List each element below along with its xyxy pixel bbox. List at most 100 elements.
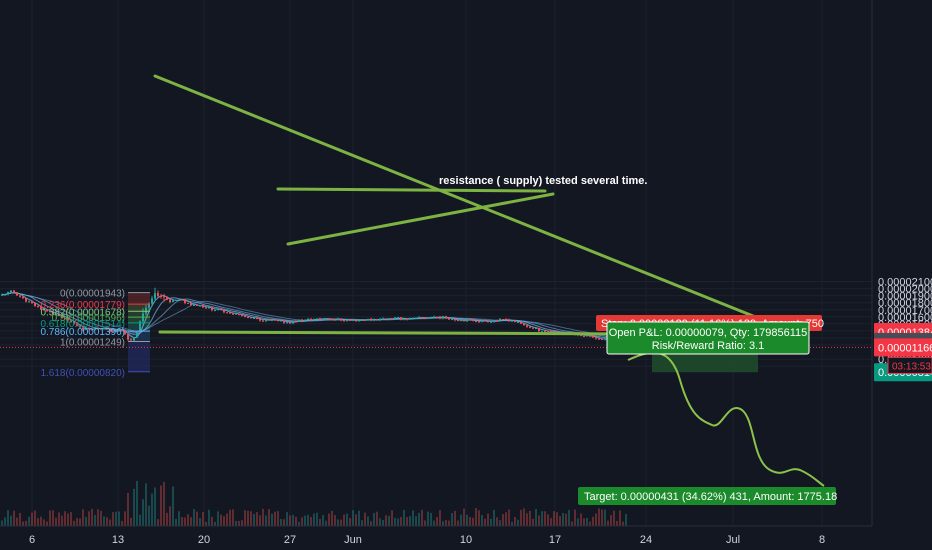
candle-body [304, 319, 306, 321]
candle-body [325, 318, 327, 320]
volume-bar [154, 487, 156, 526]
candle-body [139, 321, 141, 332]
annotation-text[interactable]: resistance ( supply) tested several time… [439, 175, 647, 187]
volume-bar [187, 514, 189, 526]
volume-bar [514, 517, 516, 526]
candle-body [322, 318, 324, 320]
candle-body [388, 318, 390, 320]
candle-body [529, 326, 531, 328]
time-tick-label[interactable]: 27 [284, 534, 296, 546]
volume-bar [559, 516, 561, 526]
volume-bar [433, 520, 435, 526]
time-tick-label[interactable]: 10 [460, 534, 472, 546]
volume-bar [472, 517, 474, 526]
time-tick-label[interactable]: Jul [726, 534, 740, 546]
fib-level-label: 1.618(0.00000820) [40, 368, 125, 379]
volume-bar [394, 517, 396, 526]
candle-body [598, 338, 600, 340]
volume-bar [76, 518, 78, 526]
candle-body [118, 330, 120, 332]
volume-bar [7, 510, 9, 526]
volume-bar [454, 510, 456, 526]
volume-bar [352, 510, 354, 526]
volume-bar [52, 510, 54, 526]
volume-bar [388, 515, 390, 526]
volume-bar [403, 509, 405, 526]
time-tick-label[interactable]: 24 [640, 534, 652, 546]
time-tick-label[interactable]: 17 [549, 534, 561, 546]
volume-bar [508, 509, 510, 526]
candle-body [13, 290, 15, 293]
candle-body [169, 299, 171, 303]
price-tick-label[interactable]: 0.00001800 [878, 298, 932, 310]
time-tick-label[interactable]: 8 [819, 534, 825, 546]
volume-bar [22, 521, 24, 526]
price-tick-label[interactable]: 0.00002100 [878, 277, 932, 289]
price-tick-label[interactable]: 0.00001700 [878, 305, 932, 317]
candle-body [469, 319, 471, 321]
candle-body [241, 314, 243, 316]
volume-bar [412, 510, 414, 526]
trade-labels[interactable]: Stop: 0.00000139 (11.16%) 139, Amount: 7… [578, 315, 837, 505]
volume-bar [172, 486, 174, 526]
price-label[interactable]: 0.00001166 [878, 342, 932, 354]
volume-bar [553, 511, 555, 526]
candle-body [271, 319, 273, 321]
candle-body [391, 318, 393, 320]
candle-body [4, 294, 6, 296]
time-tick-label[interactable]: Jun [344, 534, 362, 546]
candle-body [355, 319, 357, 321]
volume-bar [19, 512, 21, 526]
candle-body [97, 327, 99, 329]
trendline-drawings[interactable] [153, 74, 760, 336]
risk-reward-label[interactable]: Risk/Reward Ratio: 3.1 [652, 340, 765, 352]
fib-zone [128, 311, 150, 318]
volume-bar [46, 521, 48, 526]
volume-bar [529, 510, 531, 526]
volume-bar [238, 520, 240, 526]
volume-bar [322, 515, 324, 526]
volume-bar [340, 519, 342, 526]
volume-bar [574, 509, 576, 526]
candle-body [154, 293, 156, 299]
volume-bar [418, 512, 420, 526]
price-tick-label[interactable]: 0.00001900 [878, 291, 932, 303]
time-tick-label[interactable]: 13 [112, 534, 124, 546]
volume-bar [250, 511, 252, 526]
candle-body [106, 328, 108, 330]
trendline[interactable] [153, 74, 760, 320]
candle-body [535, 327, 537, 329]
candle-body [481, 320, 483, 322]
candle-body [541, 330, 543, 332]
time-tick-label[interactable]: 6 [29, 534, 35, 546]
volume-bar [619, 510, 621, 526]
volume-bar [406, 517, 408, 526]
volume-bar [79, 518, 81, 526]
candle-body [532, 327, 534, 329]
volume-bar [343, 514, 345, 526]
candle-body [79, 325, 81, 328]
price-tick-label[interactable]: 0.00002000 [878, 284, 932, 296]
time-tick-label[interactable]: 20 [198, 534, 210, 546]
target-label[interactable]: Target: 0.00000431 (34.62%) 431, Amount:… [584, 491, 837, 503]
price-axis-background [872, 0, 932, 550]
projection-line[interactable] [627, 351, 825, 487]
trendline[interactable] [286, 192, 555, 246]
pnl-label[interactable]: Open P&L: 0.00000079, Qty: 179856115 [609, 327, 808, 339]
candle-body [502, 318, 504, 320]
time-axis[interactable]: 6 13 20 27 Jun 10 17 24 Jul 8 [0, 525, 932, 550]
volume-bar [88, 511, 90, 526]
price-axis[interactable]: 0.000009000.000010000.000012000.00001300… [871, 0, 932, 550]
trendline[interactable] [158, 330, 652, 336]
price-tick-label[interactable]: 0.00001600 [878, 312, 932, 324]
volume-bar [604, 509, 606, 526]
trendline[interactable] [276, 187, 547, 193]
candle-body [109, 328, 111, 332]
projection-path[interactable] [627, 351, 825, 487]
candle-body [7, 292, 9, 295]
candle-body [190, 302, 192, 306]
candle-body [166, 296, 168, 300]
candle-body [76, 323, 78, 326]
target-label-box [578, 487, 836, 505]
